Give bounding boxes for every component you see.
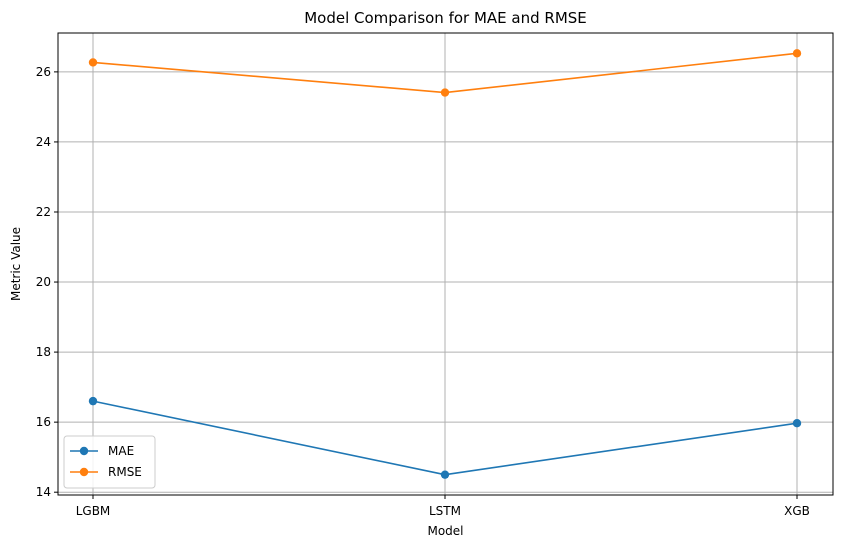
legend-entry-mae: MAE: [70, 444, 134, 458]
legend: MAE RMSE: [63, 435, 156, 489]
y-tick-label: 20: [36, 275, 51, 289]
data-point-mae: [88, 396, 98, 406]
legend-label: MAE: [108, 444, 134, 458]
x-axis-label: Model: [427, 524, 463, 538]
series-mae: [88, 396, 802, 479]
grid: [58, 33, 833, 495]
legend-entry-rmse: RMSE: [70, 465, 142, 479]
legend-label: RMSE: [108, 465, 142, 479]
axis-ticks: 14 16 18 20 22 24 26 LGBM LSTM XGB: [36, 65, 810, 518]
series-rmse: [88, 49, 802, 97]
y-tick-label: 24: [36, 135, 51, 149]
legend-entries: MAE RMSE: [70, 444, 142, 479]
chart-title: Model Comparison for MAE and RMSE: [304, 9, 587, 27]
legend-swatch-marker: [79, 467, 89, 477]
x-tick-label: LGBM: [76, 504, 111, 518]
y-tick-label: 22: [36, 205, 51, 219]
y-tick-label: 18: [36, 345, 51, 359]
legend-swatch-marker: [79, 446, 89, 456]
data-point-rmse: [440, 88, 450, 97]
data-point-rmse: [792, 49, 802, 58]
y-tick-label: 16: [36, 415, 51, 429]
data-point-mae: [792, 418, 802, 428]
series-group: [88, 49, 802, 479]
data-point-mae: [440, 470, 450, 479]
x-tick-label: LSTM: [429, 504, 461, 518]
y-axis-label: Metric Value: [9, 227, 23, 301]
y-tick-label: 26: [36, 65, 51, 79]
data-point-rmse: [88, 58, 98, 67]
y-tick-label: 14: [36, 485, 51, 499]
x-tick-label: XGB: [784, 504, 810, 518]
